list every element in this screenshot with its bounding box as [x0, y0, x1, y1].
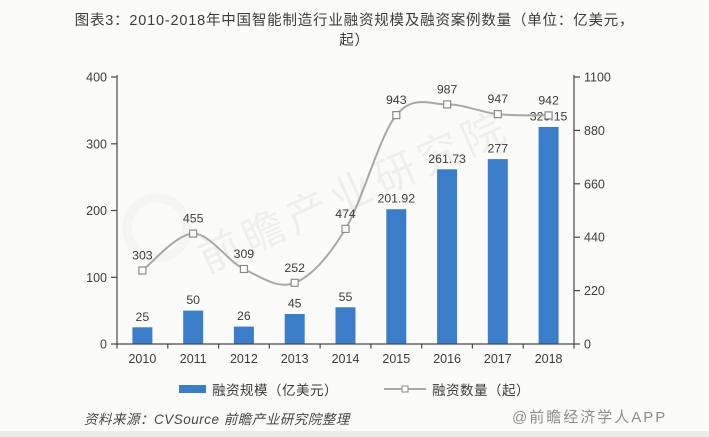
line-value-label: 303 [132, 249, 153, 263]
line-value-label: 943 [386, 93, 407, 107]
bar-value-label: 55 [339, 290, 353, 304]
right-tick-label: 220 [584, 284, 605, 298]
year-label: 2015 [382, 352, 410, 366]
line-marker-2017 [493, 109, 502, 119]
left-tick-label: 0 [100, 338, 107, 352]
source-note: 资料来源：CVSource 前瞻产业研究院整理 [84, 412, 350, 427]
line-marker-2010 [138, 266, 147, 275]
chart-title: 图表3：2010-2018年中国智能制造行业融资规模及融资案例数量（单位：亿美元… [74, 13, 635, 49]
bar-2016 [437, 169, 458, 344]
line-value-label: 455 [183, 212, 204, 226]
year-label: 2014 [332, 352, 360, 366]
bar-2014 [335, 307, 356, 344]
right-tick-label: 660 [584, 177, 605, 191]
year-label: 2012 [230, 352, 258, 366]
left-tick-label: 400 [86, 71, 107, 85]
line-marker-2011 [189, 229, 198, 238]
bar-value-label: 50 [186, 293, 200, 307]
year-label: 2010 [128, 352, 156, 366]
left-tick-label: 200 [86, 204, 107, 218]
line-value-label: 947 [488, 92, 509, 106]
bar-2010 [132, 327, 153, 344]
bar-value-label: 25 [136, 310, 150, 324]
bar-2011 [183, 310, 204, 344]
legend-label-line: 融资数量（起） [432, 383, 530, 398]
year-label: 2013 [281, 352, 309, 366]
line-marker-2014 [341, 224, 350, 233]
line-value-label: 942 [538, 93, 559, 107]
right-tick-label: 440 [584, 231, 605, 245]
line-marker-2016 [443, 100, 452, 109]
bar-2015 [386, 209, 407, 344]
year-label: 2016 [433, 352, 461, 366]
year-label: 2017 [484, 352, 512, 366]
bar-swatch-icon [179, 385, 206, 393]
bar-2013 [284, 314, 305, 344]
legend: 融资规模（亿美元） 融资数量（起） [0, 379, 709, 399]
right-tick-label: 1100 [584, 71, 611, 85]
bar-value-label: 26 [237, 309, 251, 323]
legend-item-line-series: 融资数量（起） [384, 379, 530, 399]
line-value-label: 987 [437, 82, 458, 96]
line-marker-2018 [544, 111, 553, 120]
legend-item-bar-series: 融资规模（亿美元） [179, 379, 338, 399]
year-label: 2018 [535, 352, 563, 366]
year-label: 2011 [180, 352, 207, 366]
legend-label-bar: 融资规模（亿美元） [212, 383, 338, 398]
line-marker-2012 [239, 264, 248, 274]
bar-2018 [538, 127, 559, 344]
line-value-label: 474 [335, 207, 356, 221]
line-value-label: 252 [284, 261, 305, 275]
line-marker-2015 [392, 110, 401, 120]
bar-value-label: 261.73 [428, 152, 466, 166]
right-tick-label: 0 [584, 338, 591, 352]
bar-value-label: 201.92 [377, 192, 415, 206]
bar-2012 [233, 326, 254, 344]
left-tick-label: 100 [86, 271, 107, 285]
line-marker-2013 [290, 278, 299, 287]
bottom-edge-strip [0, 431, 709, 437]
bar-value-label: 277 [488, 142, 509, 156]
line-value-label: 309 [234, 247, 255, 261]
line-swatch-marker [401, 385, 409, 393]
bar-value-label: 45 [288, 297, 302, 311]
bar-2017 [487, 159, 508, 344]
right-tick-label: 880 [584, 124, 605, 138]
line-swatch-icon [384, 384, 426, 395]
left-tick-label: 300 [86, 137, 107, 151]
credit-note: @前瞻经济学人APP [512, 409, 668, 426]
